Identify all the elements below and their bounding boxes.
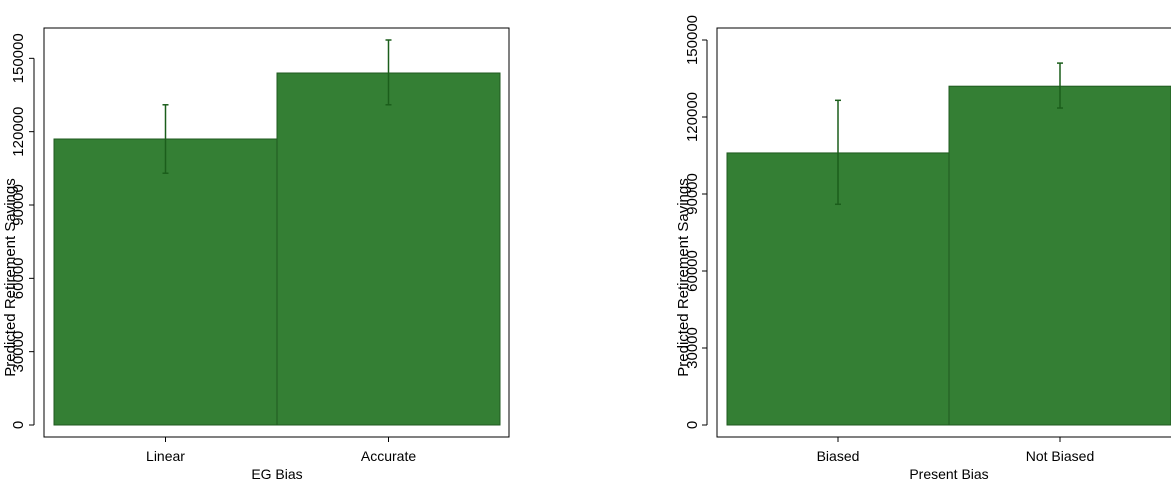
chart-present-bias: 0 30000 60000 90000 120000 150000 Predicted Re… [675, 15, 1171, 482]
y-tick-label: 60000 [10, 257, 27, 299]
x-axis-title: EG Bias [251, 466, 302, 482]
y-axis-title: Predicted Retirement Savings [2, 178, 19, 376]
chart-eg-bias: 0 30000 60000 90000 120000 150000 Predicted Re… [2, 27, 510, 482]
y-tick-label: 150000 [684, 15, 701, 65]
y-tick-label: 90000 [10, 184, 27, 226]
x-tick-label: Biased [817, 448, 860, 464]
y-tick-label: 120000 [684, 92, 701, 142]
bar [276, 72, 501, 426]
y-tick-label: 90000 [684, 173, 701, 215]
x-tick-label: Linear [146, 448, 185, 464]
y-tick-label: 30000 [10, 331, 27, 373]
y-tick-label: 30000 [684, 327, 701, 369]
x-axis-title: Present Bias [909, 466, 988, 482]
y-tick-label: 0 [10, 421, 27, 429]
bar [948, 85, 1171, 426]
y-tick-label: 150000 [10, 33, 27, 83]
y-axis-title: Predicted Retirement Savings [675, 178, 692, 376]
y-tick-label: 60000 [684, 250, 701, 292]
bar [53, 138, 278, 426]
x-tick-label: Accurate [361, 448, 416, 464]
x-tick-label: Not Biased [1026, 448, 1094, 464]
y-tick-label: 0 [684, 421, 701, 429]
y-tick-label: 120000 [10, 107, 27, 157]
